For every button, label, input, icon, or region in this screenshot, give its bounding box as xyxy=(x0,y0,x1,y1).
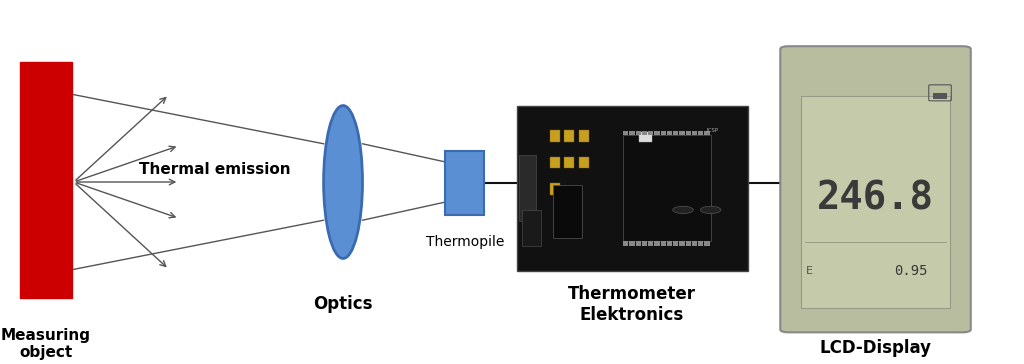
Text: Thermopile: Thermopile xyxy=(426,235,504,249)
Bar xyxy=(698,241,703,246)
Bar xyxy=(933,93,947,99)
Bar xyxy=(550,183,560,195)
Bar xyxy=(667,241,672,246)
Bar xyxy=(624,241,629,246)
Bar xyxy=(564,130,574,142)
Text: °C: °C xyxy=(937,117,949,127)
Bar xyxy=(642,131,647,135)
Bar xyxy=(579,130,589,142)
Bar xyxy=(630,241,635,246)
Bar xyxy=(686,241,691,246)
Bar xyxy=(579,157,589,169)
Circle shape xyxy=(700,206,721,214)
Bar xyxy=(648,131,653,135)
Bar xyxy=(692,241,697,246)
Text: Thermometer
Elektronics: Thermometer Elektronics xyxy=(567,285,696,324)
Text: 246.8: 246.8 xyxy=(817,179,934,217)
Bar xyxy=(692,131,697,135)
Bar xyxy=(445,151,484,215)
Bar xyxy=(624,131,629,135)
Ellipse shape xyxy=(324,106,362,258)
Bar xyxy=(517,106,748,271)
Bar xyxy=(553,185,582,238)
Bar xyxy=(630,131,635,135)
Bar xyxy=(680,131,685,135)
Bar xyxy=(550,130,560,142)
Bar xyxy=(660,131,666,135)
Bar xyxy=(519,155,536,221)
Text: 0.95: 0.95 xyxy=(895,264,928,278)
Bar xyxy=(636,241,641,246)
Bar xyxy=(636,131,641,135)
Bar xyxy=(623,135,711,241)
Bar xyxy=(648,241,653,246)
Bar xyxy=(522,210,541,246)
Bar xyxy=(642,241,647,246)
Text: E: E xyxy=(806,266,813,276)
Bar xyxy=(20,62,72,298)
Bar xyxy=(705,241,710,246)
Bar xyxy=(660,241,666,246)
Text: ICSP: ICSP xyxy=(707,128,719,133)
Text: Measuring
object: Measuring object xyxy=(1,328,91,360)
Bar xyxy=(686,131,691,135)
Bar xyxy=(705,131,710,135)
Bar xyxy=(680,241,685,246)
FancyBboxPatch shape xyxy=(780,46,971,332)
Bar xyxy=(639,132,651,142)
Circle shape xyxy=(673,206,693,214)
Bar xyxy=(673,131,678,135)
Bar xyxy=(667,131,672,135)
Bar xyxy=(673,241,678,246)
Bar xyxy=(698,131,703,135)
Bar xyxy=(564,157,574,169)
Text: LCD-Display: LCD-Display xyxy=(819,339,932,357)
Text: Optics: Optics xyxy=(313,295,373,313)
Bar xyxy=(654,241,659,246)
Text: HOLD: HOLD xyxy=(806,110,831,119)
Bar xyxy=(550,157,560,169)
Bar xyxy=(654,131,659,135)
Bar xyxy=(801,96,950,308)
Text: Thermal emission: Thermal emission xyxy=(139,162,291,177)
